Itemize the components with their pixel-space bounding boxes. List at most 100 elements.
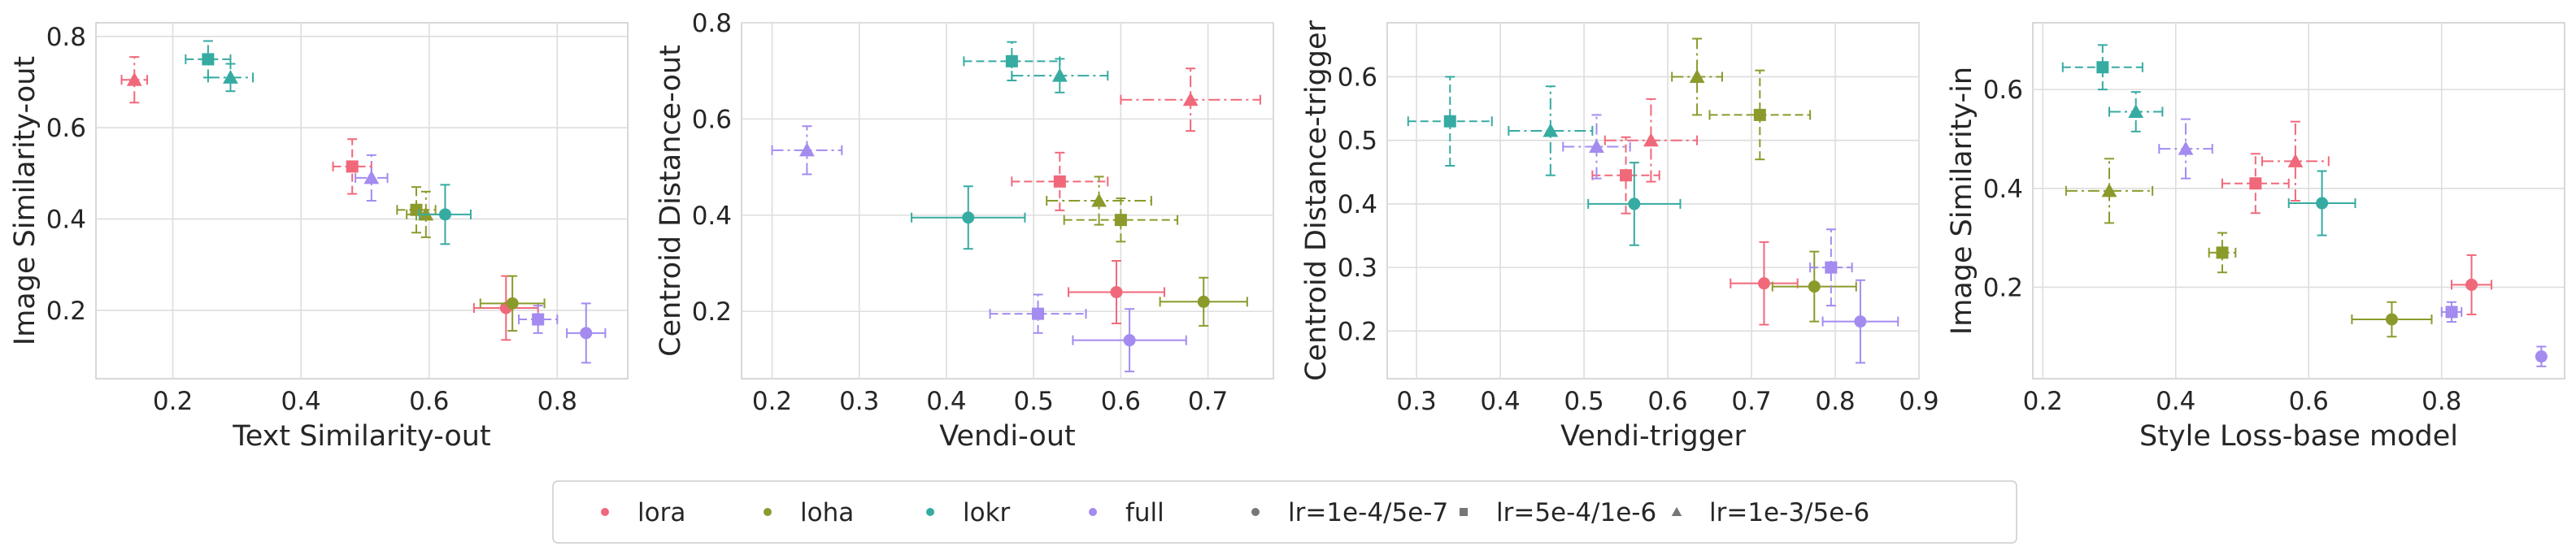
data-marker — [1114, 214, 1127, 227]
data-marker — [1543, 123, 1559, 137]
point-loha-lr3 — [2065, 158, 2154, 224]
y-tick-label: 0.2 — [1338, 317, 1377, 346]
data-marker — [1757, 277, 1770, 290]
point-loha-lr2 — [2208, 232, 2237, 274]
data-marker — [1825, 261, 1838, 274]
data-marker — [2216, 246, 2229, 259]
legend-swatch-icon — [926, 508, 934, 516]
data-marker — [2535, 350, 2548, 363]
x-axis-label: Text Similarity-out — [232, 420, 490, 453]
point-lokr-lr1 — [418, 184, 472, 245]
chart-panels: 0.2 0.4 0.6 0.8 0.2 0.4 0.6 0.8 Text Similarity-… — [9, 9, 2565, 453]
data-marker — [1589, 139, 1604, 154]
legend-label: lr=5e-4/1e-6 — [1496, 498, 1656, 527]
legend-item-loha: loha — [764, 498, 854, 527]
legend-box — [552, 480, 2017, 544]
legend-label: lr=1e-4/5e-7 — [1288, 498, 1448, 527]
x-tick-label: 0.5 — [1014, 387, 1054, 416]
x-tick-label: 0.6 — [1101, 387, 1141, 416]
data-marker — [1753, 108, 1766, 121]
legend-swatch-icon — [764, 508, 772, 516]
point-lora-lr3 — [120, 56, 149, 104]
chart-panel-1: 0.2 0.4 0.6 0.8 0.2 0.4 0.6 0.8 Text Similarity-… — [9, 22, 629, 453]
x-tick-label: 0.2 — [752, 387, 792, 416]
legend-item-lokr: lokr — [926, 498, 1011, 527]
point-lokr-lr2 — [185, 40, 232, 79]
y-tick-label: 0.8 — [46, 23, 86, 52]
x-tick-label: 0.9 — [1899, 387, 1939, 416]
data-marker — [2385, 313, 2398, 326]
x-axis-label: Vendi-out — [939, 420, 1075, 453]
data-marker — [1091, 193, 1107, 207]
point-lora-lr1 — [1730, 241, 1799, 326]
x-axis-label: Style Loss-base model — [2139, 420, 2458, 453]
data-marker — [1005, 54, 1018, 67]
y-tick-label: 0.2 — [1983, 273, 2023, 302]
legend-label: lokr — [963, 498, 1011, 527]
legend-label: full — [1125, 498, 1164, 527]
point-loha-lr2 — [1063, 197, 1179, 243]
data-marker — [363, 170, 380, 184]
x-tick-label: 0.4 — [1480, 387, 1520, 416]
legend-swatch-icon — [1089, 508, 1097, 516]
point-lokr-lr1 — [911, 185, 1026, 250]
legend: lora loha lokr full lr=1e-4/5e-7 lr=5e-4/1e-6… — [552, 480, 2017, 544]
point-lokr-lr3 — [1508, 85, 1594, 176]
point-lora-lr3 — [1120, 67, 1261, 132]
data-marker — [1051, 67, 1068, 82]
x-tick-label: 0.8 — [2422, 387, 2461, 416]
point-lora-lr3 — [1603, 98, 1699, 183]
x-tick-label: 0.7 — [1731, 387, 1771, 416]
point-full-lr1 — [566, 302, 607, 364]
x-axis-label: Vendi-trigger — [1560, 420, 1746, 453]
data-marker — [1123, 334, 1136, 347]
x-tick-label: 0.4 — [281, 387, 320, 416]
data-marker — [2316, 197, 2329, 210]
y-tick-label: 0.2 — [692, 297, 732, 327]
data-marker — [346, 160, 359, 173]
data-marker — [1808, 280, 1821, 293]
point-loha-lr2 — [396, 186, 437, 234]
legend-label: loha — [800, 498, 854, 527]
x-tick-label: 0.8 — [537, 387, 577, 416]
y-axis-label: Image Similarity-out — [9, 56, 41, 345]
x-tick-label: 0.2 — [2023, 387, 2063, 416]
point-lora-lr1 — [1068, 259, 1165, 324]
legend-item-triangle: lr=1e-3/5e-6 — [1671, 498, 1869, 527]
point-full-lr3 — [1562, 114, 1631, 180]
data-marker — [2445, 306, 2458, 319]
data-marker — [126, 72, 142, 86]
point-loha-lr1 — [1771, 250, 1857, 323]
chart-panel-4: 0.2 0.4 0.6 0.8 0.2 0.4 0.6 Style Loss-base mod… — [1946, 22, 2565, 453]
data-marker — [580, 327, 593, 340]
point-lokr-lr3 — [2108, 91, 2164, 132]
y-axis-label: Image Similarity-in — [1946, 67, 1978, 335]
y-tick-label: 0.2 — [46, 297, 86, 326]
data-marker — [506, 297, 519, 310]
point-lora-lr2 — [2221, 153, 2290, 215]
point-loha-lr2 — [1708, 69, 1812, 161]
point-full-lr3 — [771, 125, 843, 176]
y-tick-label: 0.6 — [692, 105, 732, 134]
point-lora-lr3 — [2261, 120, 2330, 202]
data-marker — [1643, 132, 1659, 147]
data-marker — [2096, 61, 2109, 74]
legend-item-square: lr=5e-4/1e-6 — [1460, 498, 1656, 527]
y-tick-label: 0.8 — [692, 9, 732, 38]
x-tick-label: 0.4 — [926, 387, 966, 416]
legend-label: lr=1e-3/5e-6 — [1709, 498, 1869, 527]
legend-swatch-icon — [1460, 508, 1468, 516]
point-full-lr1 — [1072, 308, 1187, 373]
point-lora-lr1 — [2451, 254, 2493, 315]
point-full-lr2 — [989, 293, 1087, 334]
y-tick-label: 0.4 — [46, 205, 86, 234]
point-lora-lr2 — [1591, 136, 1660, 215]
data-marker — [202, 53, 215, 66]
point-loha-lr3 — [1046, 176, 1152, 226]
plot-area — [741, 22, 1274, 380]
y-tick-label: 0.3 — [1338, 254, 1377, 283]
x-tick-label: 0.6 — [2289, 387, 2329, 416]
data-marker — [1032, 307, 1045, 320]
legend-label: lora — [637, 498, 685, 527]
